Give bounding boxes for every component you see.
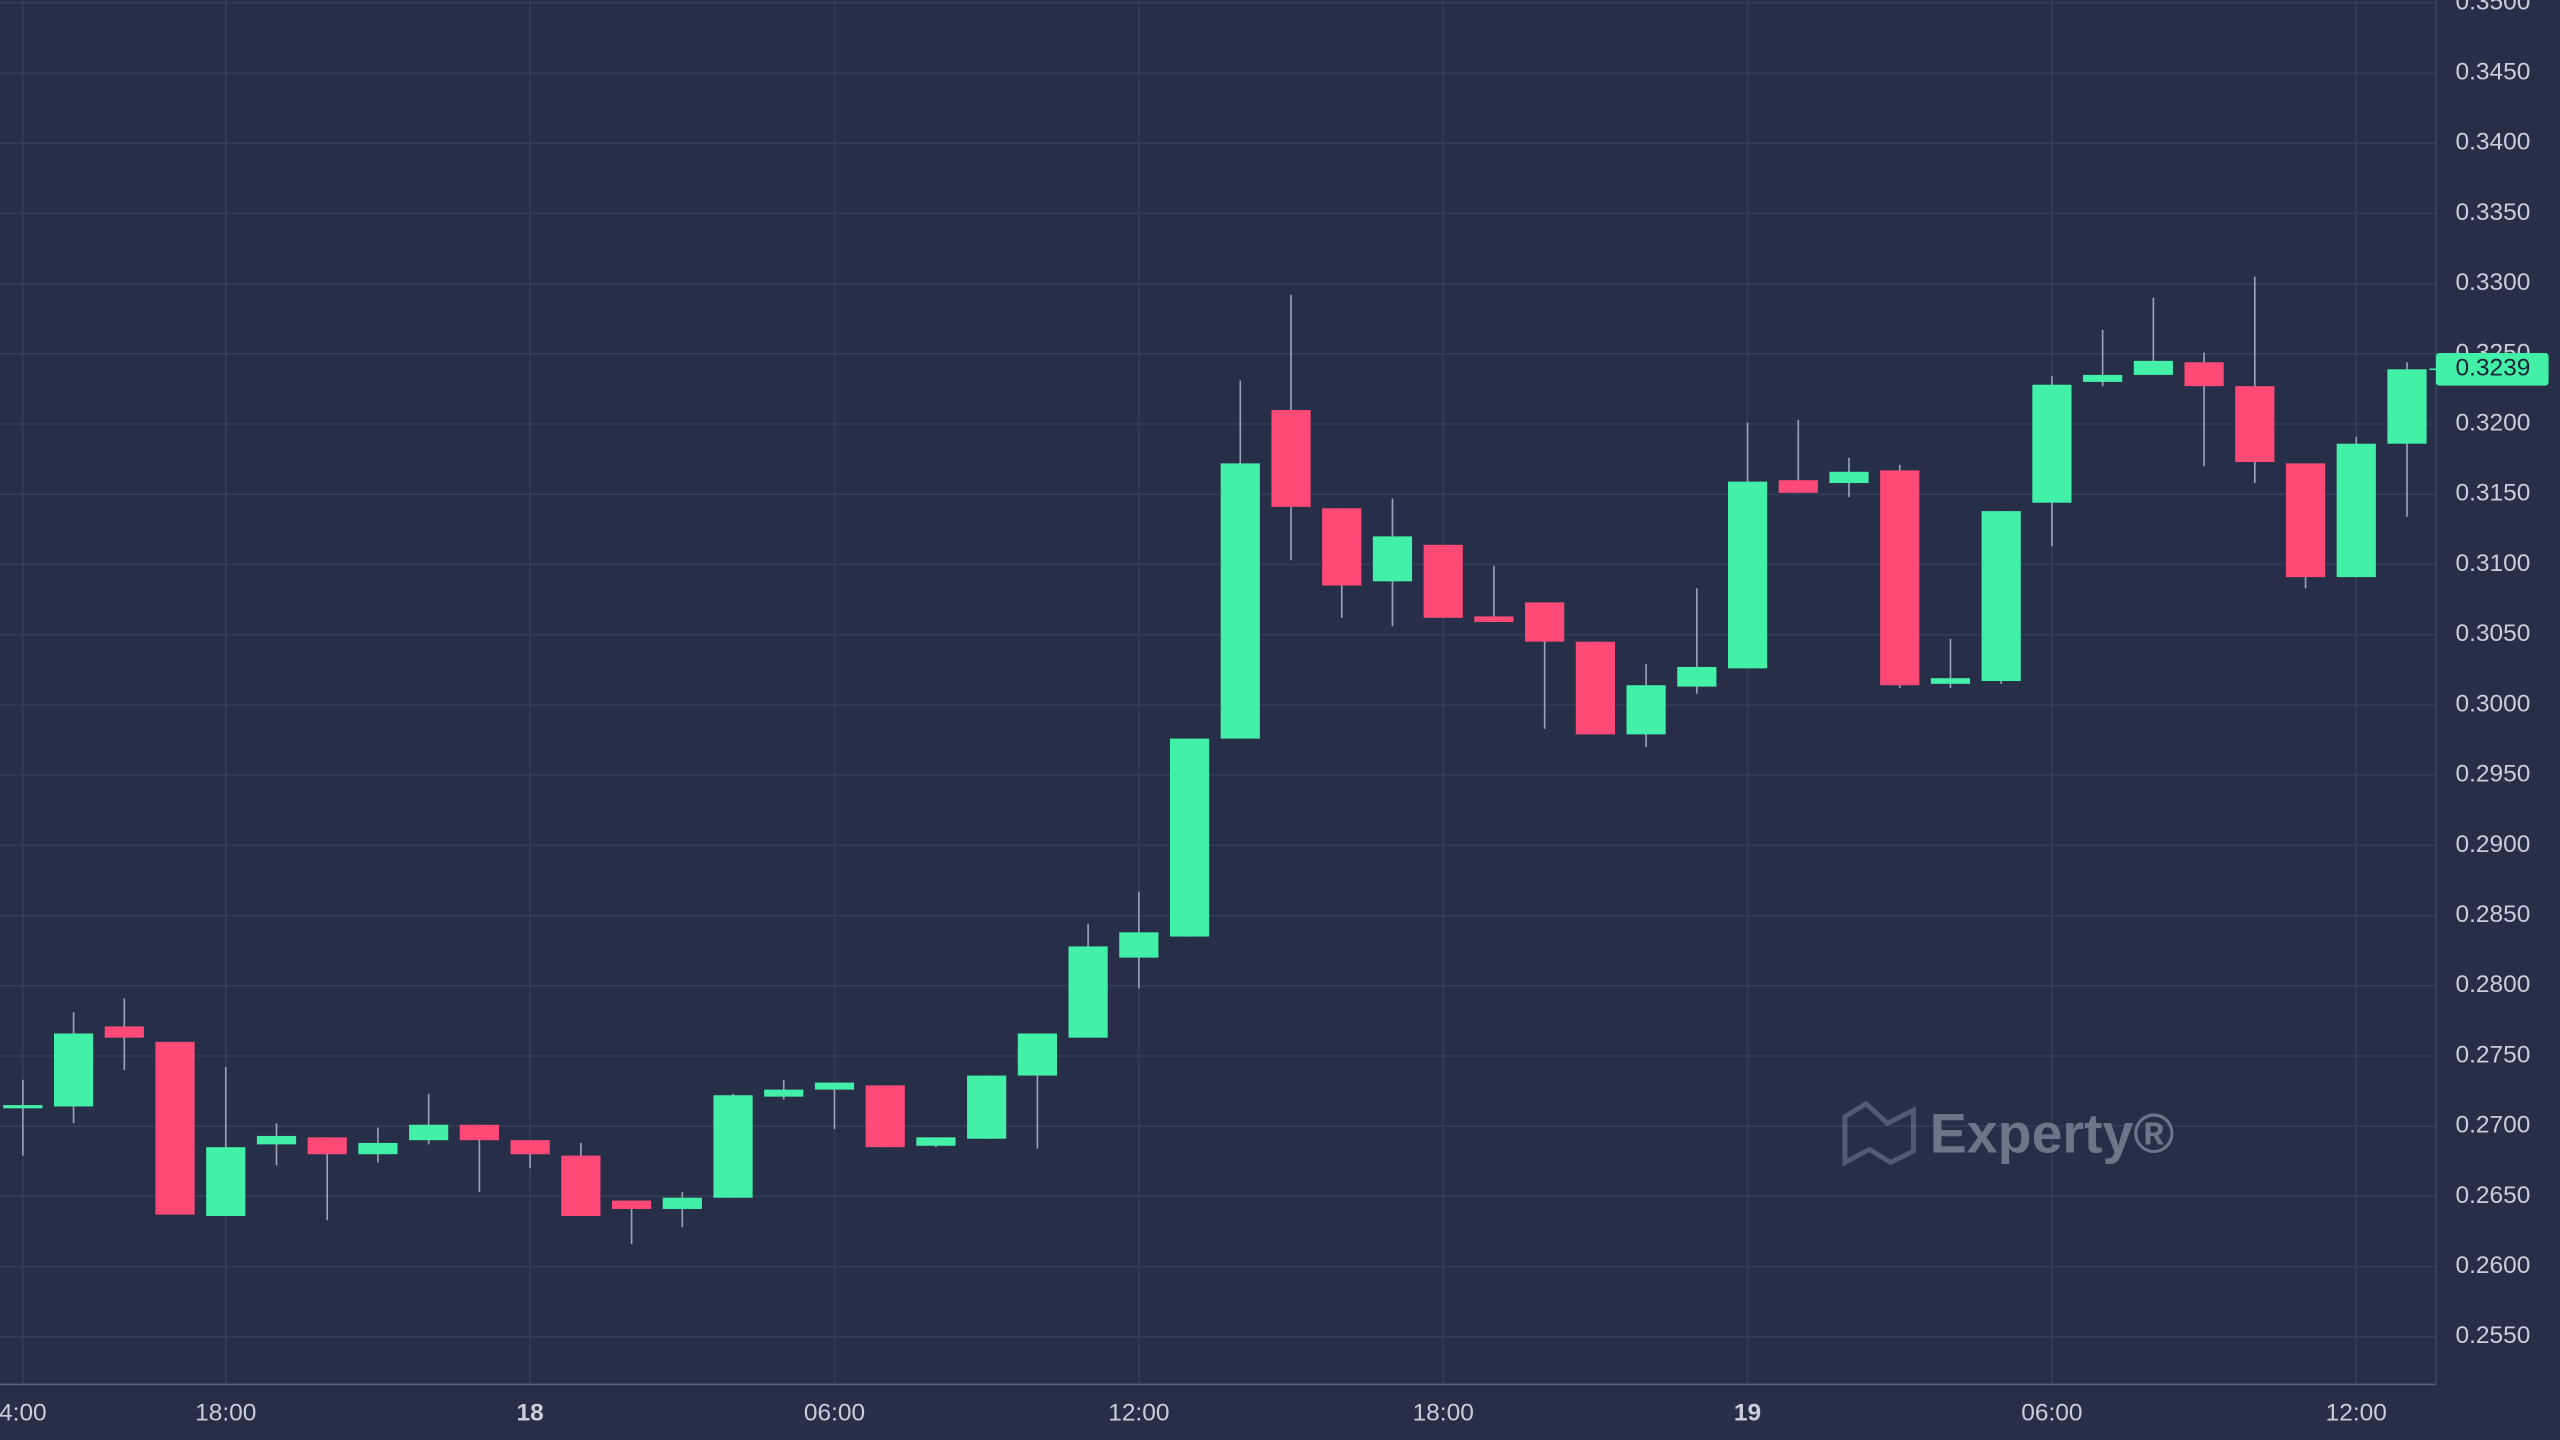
candle-body xyxy=(2184,362,2224,387)
candle-body xyxy=(1778,480,1818,493)
candle-body xyxy=(1525,602,1565,642)
candle-body xyxy=(764,1089,804,1097)
candle-body xyxy=(1981,511,2021,682)
y-tick-label: 0.3450 xyxy=(2456,58,2531,85)
candle-body xyxy=(307,1137,347,1155)
x-tick-label: 19 xyxy=(1734,1399,1761,1426)
candle-body xyxy=(814,1082,855,1090)
y-tick-label: 0.3050 xyxy=(2456,620,2531,647)
candle-body xyxy=(1322,508,1362,586)
y-tick-label: 0.3100 xyxy=(2456,550,2531,577)
candle-body xyxy=(53,1033,94,1107)
y-tick-label: 0.3000 xyxy=(2456,690,2531,717)
candle-body xyxy=(206,1147,246,1216)
x-tick-label: 12:00 xyxy=(1108,1399,1169,1426)
candle-body xyxy=(1169,738,1210,937)
y-tick-label: 0.2750 xyxy=(2456,1041,2531,1068)
candle-body xyxy=(1930,678,1971,684)
candle-body xyxy=(1626,685,1666,735)
candle-body xyxy=(3,1105,43,1109)
candles xyxy=(3,276,2427,1245)
candle-body xyxy=(662,1197,702,1209)
y-tick-label: 0.2950 xyxy=(2456,761,2531,788)
candle-body xyxy=(865,1085,905,1148)
candle-body xyxy=(611,1200,652,1209)
candle-body xyxy=(916,1137,956,1146)
x-tick-label: 06:00 xyxy=(804,1399,865,1426)
candle-body xyxy=(2083,374,2123,382)
candle-body xyxy=(256,1135,297,1145)
y-tick-label: 0.3200 xyxy=(2456,410,2531,437)
candle-body xyxy=(561,1155,601,1216)
y-tick-label: 0.2550 xyxy=(2456,1322,2531,1349)
last-price-box xyxy=(2435,352,2549,386)
candle-body xyxy=(2032,384,2072,503)
x-tick-label: 12:00 xyxy=(2326,1399,2387,1426)
candle-body xyxy=(1575,641,1615,735)
candle-body xyxy=(1474,616,1514,623)
last-price-label: 0.3239 xyxy=(2456,355,2531,382)
x-tick-label: 18 xyxy=(517,1399,544,1426)
candle-body xyxy=(510,1140,550,1155)
y-tick-label: 0.2900 xyxy=(2456,831,2531,858)
y-tick-label: 0.3400 xyxy=(2456,129,2531,156)
candle-body xyxy=(1119,932,1159,958)
y-tick-label: 0.2650 xyxy=(2456,1182,2531,1209)
watermark: Experty® xyxy=(1930,1103,2175,1165)
candle-body xyxy=(1271,410,1311,507)
candle-body xyxy=(713,1095,753,1198)
candle-body xyxy=(104,1026,144,1038)
candle-body xyxy=(1372,536,1413,582)
candle-body xyxy=(1727,481,1768,669)
candle-body xyxy=(1423,544,1463,618)
candle-body xyxy=(409,1124,449,1141)
candle-body xyxy=(2285,463,2326,578)
candle-body xyxy=(1220,463,1260,739)
y-tick-label: 0.2850 xyxy=(2456,901,2531,928)
logo-shape xyxy=(1842,1100,1916,1167)
candle-body xyxy=(2336,443,2376,578)
y-tick-label: 0.3300 xyxy=(2456,269,2531,296)
x-tick-label: 18:00 xyxy=(195,1399,256,1426)
candle-body xyxy=(1829,471,1869,484)
candle-body xyxy=(459,1124,499,1141)
x-tick-label: 18:00 xyxy=(1413,1399,1474,1426)
candle-body xyxy=(2235,386,2275,462)
candle-body xyxy=(2133,360,2173,375)
y-tick-label: 0.3350 xyxy=(2456,199,2531,226)
x-tick-label: 4:00 xyxy=(0,1399,47,1426)
candle-body xyxy=(967,1075,1007,1139)
candle-body xyxy=(1017,1033,1057,1076)
y-tick-label: 0.2600 xyxy=(2456,1252,2531,1279)
watermark-logo xyxy=(1842,1100,1916,1167)
candle-body xyxy=(1677,666,1717,687)
y-tick-label: 0.2700 xyxy=(2456,1112,2531,1139)
y-tick-label: 0.2800 xyxy=(2456,971,2531,998)
y-tick-label: 0.3500 xyxy=(2456,0,2531,15)
candle-body xyxy=(1068,946,1108,1038)
x-tick-label: 06:00 xyxy=(2021,1399,2082,1426)
candle-body xyxy=(358,1142,398,1155)
candle-body xyxy=(1880,470,1920,686)
candle-body xyxy=(2387,369,2427,444)
y-tick-label: 0.3150 xyxy=(2456,480,2531,507)
candle-body xyxy=(155,1041,195,1215)
